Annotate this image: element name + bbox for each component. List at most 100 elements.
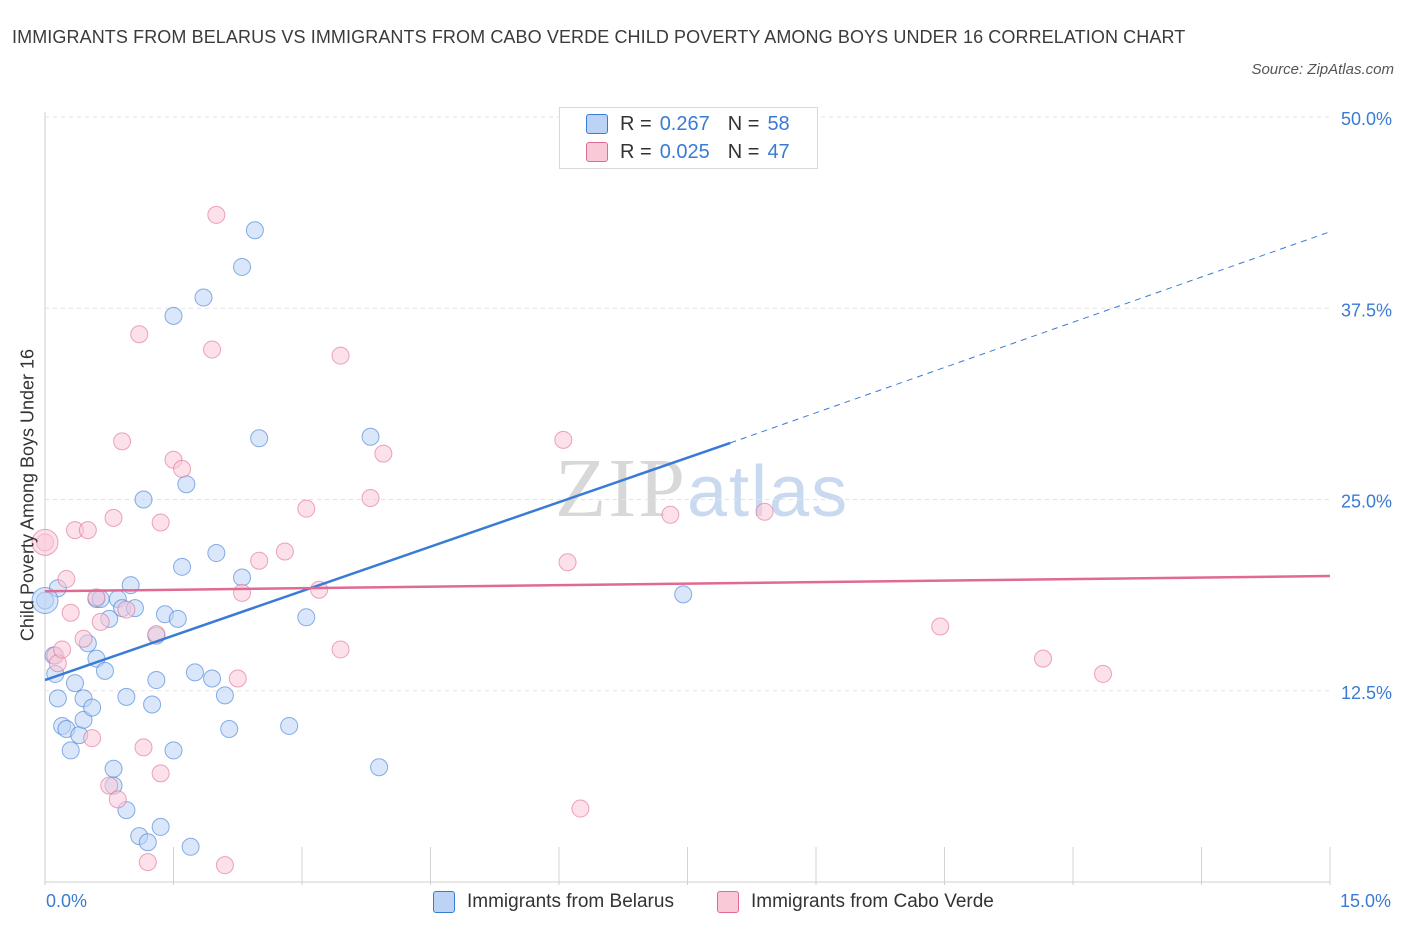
data-point-belarus xyxy=(250,429,269,448)
data-point-caboverde xyxy=(331,346,350,365)
data-point-caboverde xyxy=(554,430,573,449)
bottom-legend-caboverde: Immigrants from Cabo Verde xyxy=(717,889,994,915)
data-point-caboverde xyxy=(117,600,136,619)
data-point-caboverde xyxy=(931,617,950,636)
data-point-belarus xyxy=(207,544,226,563)
data-point-belarus xyxy=(147,671,166,690)
data-point-belarus xyxy=(168,609,187,628)
legend-n-label: N = xyxy=(727,112,760,135)
data-point-belarus xyxy=(280,716,299,735)
data-point-caboverde xyxy=(331,640,350,659)
data-point-caboverde xyxy=(61,603,80,622)
data-point-caboverde xyxy=(173,459,192,478)
data-point-caboverde xyxy=(297,499,316,518)
data-point-belarus xyxy=(194,288,213,307)
data-point-caboverde xyxy=(233,583,252,602)
legend-r-value-caboverde: 0.025 xyxy=(659,140,710,163)
data-point-belarus xyxy=(370,758,389,777)
legend-r-label: R = xyxy=(620,140,652,163)
legend-n-value-caboverde: 47 xyxy=(767,140,790,163)
data-point-caboverde xyxy=(1093,664,1112,683)
data-point-caboverde xyxy=(361,488,380,507)
data-point-caboverde xyxy=(250,551,269,570)
data-point-belarus xyxy=(48,689,67,708)
data-point-belarus xyxy=(83,698,102,717)
data-point-belarus xyxy=(164,306,183,325)
data-point-caboverde xyxy=(113,432,132,451)
stats-legend: R = 0.267 N = 58 R = 0.025 N = 47 xyxy=(559,107,818,169)
trend-line-belarus xyxy=(44,441,731,682)
data-point-belarus xyxy=(61,741,80,760)
x-tick-label-max: 15.0% xyxy=(1340,891,1392,911)
data-point-caboverde xyxy=(138,853,157,872)
data-point-belarus xyxy=(233,568,252,587)
data-point-belarus xyxy=(173,557,192,576)
data-point-caboverde xyxy=(203,340,222,359)
data-point-caboverde xyxy=(91,612,110,631)
bottom-legend-label-belarus: Immigrants from Belarus xyxy=(467,891,674,912)
data-point-belarus xyxy=(95,661,114,680)
y-tick-label: 25.0% xyxy=(1341,492,1392,512)
data-point-belarus xyxy=(143,695,162,714)
data-point-belarus xyxy=(74,710,93,729)
legend-r-value-belarus: 0.267 xyxy=(659,112,710,135)
y-tick-label: 50.0% xyxy=(1341,109,1392,129)
data-point-caboverde xyxy=(755,502,774,521)
data-point-caboverde xyxy=(104,508,123,527)
data-point-belarus xyxy=(674,585,693,604)
data-point-caboverde xyxy=(151,513,170,532)
data-point-caboverde xyxy=(151,764,170,783)
data-point-belarus xyxy=(220,720,239,738)
data-point-belarus xyxy=(65,674,84,693)
data-point-belarus xyxy=(233,257,252,276)
chart-title: IMMIGRANTS FROM BELARUS VS IMMIGRANTS FR… xyxy=(12,27,1186,47)
data-point-caboverde xyxy=(1034,649,1053,668)
data-point-caboverde xyxy=(74,629,93,648)
data-point-belarus xyxy=(138,833,157,852)
data-point-caboverde xyxy=(134,738,153,757)
data-point-caboverde xyxy=(571,799,590,818)
data-point-belarus xyxy=(215,686,234,705)
data-point-large-belarus xyxy=(31,586,59,614)
data-point-belarus xyxy=(117,687,136,706)
legend-row-belarus: R = 0.267 N = 58 xyxy=(586,111,790,137)
data-point-caboverde xyxy=(83,729,102,748)
data-point-caboverde xyxy=(228,669,247,688)
bottom-legend-swatch-belarus xyxy=(433,891,455,913)
data-point-caboverde xyxy=(130,325,149,344)
data-point-caboverde xyxy=(57,570,76,589)
legend-swatch-caboverde xyxy=(586,142,608,162)
data-point-caboverde xyxy=(53,640,72,659)
data-point-belarus xyxy=(177,475,196,494)
data-point-caboverde xyxy=(661,505,680,524)
data-point-belarus xyxy=(203,669,222,688)
x-tick-label-min: 0.0% xyxy=(46,891,88,911)
data-point-belarus xyxy=(185,663,204,682)
data-point-large-caboverde xyxy=(31,528,59,556)
trend-line-caboverde xyxy=(44,574,1331,593)
bottom-legend-belarus: Immigrants from Belarus xyxy=(433,889,674,915)
bottom-legend-label-caboverde: Immigrants from Cabo Verde xyxy=(751,891,994,912)
data-point-caboverde xyxy=(275,542,294,561)
data-point-caboverde xyxy=(215,856,234,875)
bottom-legend-swatch-caboverde xyxy=(717,891,739,913)
data-point-belarus xyxy=(181,837,200,856)
data-point-caboverde xyxy=(87,588,106,607)
data-point-belarus xyxy=(164,741,183,760)
data-point-caboverde xyxy=(374,444,393,463)
data-point-caboverde xyxy=(108,790,127,809)
data-point-belarus xyxy=(361,427,380,446)
data-point-belarus xyxy=(297,608,316,627)
data-point-caboverde xyxy=(78,521,97,540)
y-tick-label: 12.5% xyxy=(1341,683,1392,703)
data-point-belarus xyxy=(245,221,264,240)
source-label: Source: ZipAtlas.com xyxy=(1251,61,1394,78)
legend-swatch-belarus xyxy=(586,114,608,134)
legend-r-label: R = xyxy=(620,112,652,135)
data-point-caboverde xyxy=(207,205,226,224)
y-axis-label: Child Poverty Among Boys Under 16 xyxy=(17,348,38,642)
data-point-caboverde xyxy=(100,776,119,795)
data-point-belarus xyxy=(134,490,153,509)
legend-row-caboverde: R = 0.025 N = 47 xyxy=(586,139,790,165)
